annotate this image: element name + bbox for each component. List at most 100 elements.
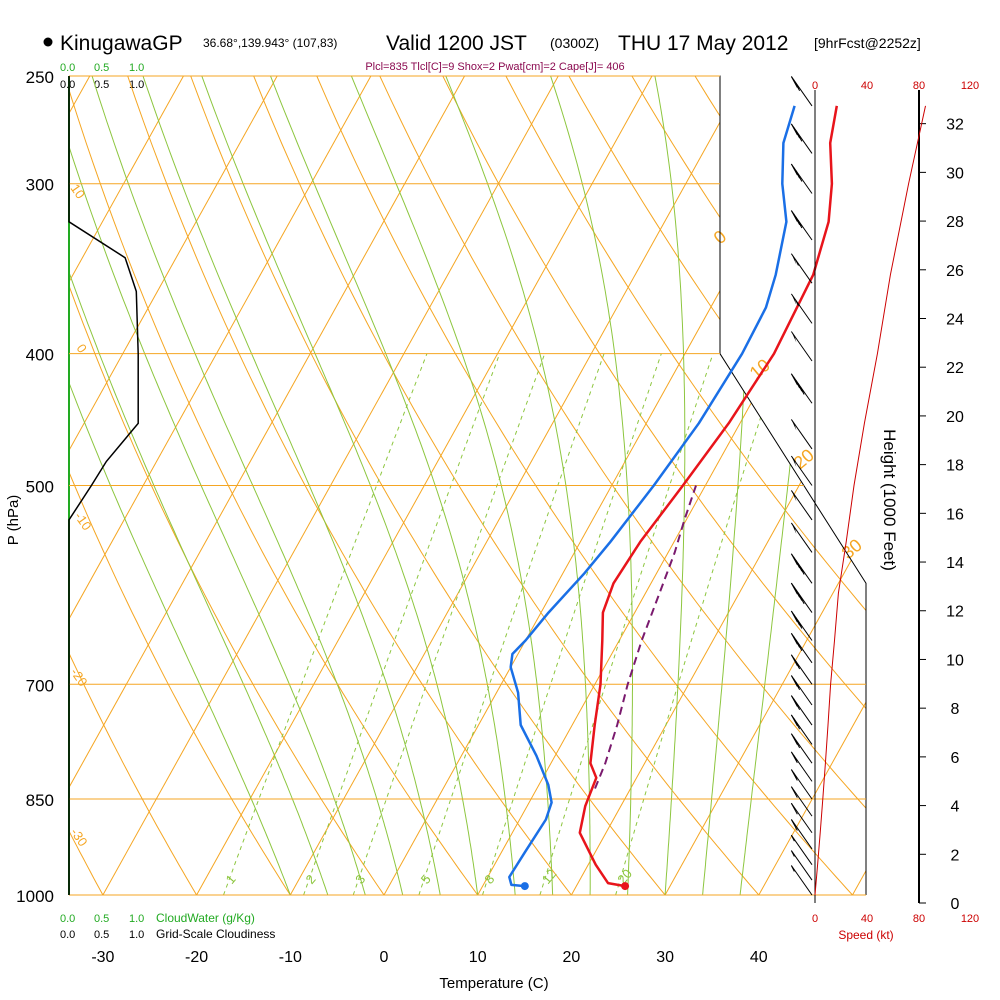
valid-utc: (0300Z)	[550, 35, 599, 51]
bottom-cloudwater-scale-1: 0.5	[94, 913, 109, 925]
height-tick-label: 14	[946, 555, 964, 572]
wind-barb-full	[790, 819, 798, 831]
wind-barb-flag	[791, 253, 797, 265]
wind-barb	[790, 751, 813, 782]
moist-adiabat-line	[91, 76, 404, 895]
speed-tick-bottom-0: 0	[812, 913, 818, 925]
wind-barb	[790, 373, 813, 404]
surface-dewpoint-marker	[520, 882, 529, 891]
isotherm-line	[852, 76, 866, 895]
temperature-tick-label: 10	[469, 949, 487, 966]
cloud-profiles	[68, 76, 139, 895]
height-tick-label: 22	[946, 360, 964, 377]
speed-tick-top-0: 0	[812, 80, 818, 92]
mixing-ratio-line	[352, 353, 546, 895]
wind-barb-staff	[790, 253, 813, 284]
dry-adiabat-label: -20	[68, 665, 91, 689]
dry-adiabat-label: 30	[838, 535, 866, 563]
dry-adiabat-line	[0, 76, 9, 895]
wind-barb-half	[795, 681, 800, 689]
dry-adiabat-line	[820, 76, 866, 895]
moist-adiabat-line	[350, 76, 554, 895]
surface-temperature-marker	[621, 882, 630, 891]
valid-date: THU 17 May 2012	[618, 32, 788, 55]
dry-adiabat-label: -10	[72, 509, 95, 533]
dry-adiabat-line	[69, 76, 291, 895]
wind-barb	[790, 695, 813, 726]
height-tick-label: 16	[946, 506, 964, 523]
height-tick-label: 12	[946, 604, 964, 621]
wind-barb	[790, 123, 813, 154]
wind-barb-full	[793, 717, 801, 730]
background-grid	[0, 76, 866, 895]
dewpoint-profile	[508, 105, 796, 888]
forecast-label: [9hrFcst@2252z]	[814, 35, 921, 51]
temperature-tick-label: -20	[185, 949, 208, 966]
wind-barb	[790, 490, 813, 521]
top-cloudwater-scale-2: 1.0	[129, 62, 144, 74]
height-tick-label: 20	[946, 409, 964, 426]
bottom-cloudwater-scale-2: 1.0	[129, 913, 144, 925]
y-axis-label: P (hPa)	[5, 495, 22, 546]
wind-barb-staff	[790, 490, 813, 521]
pressure-tick-label: 400	[26, 346, 54, 365]
height-tick-label: 2	[951, 847, 960, 864]
temperature-tick-label: 40	[750, 949, 768, 966]
wind-barb-full	[793, 736, 801, 749]
wind-barb-flag	[791, 490, 797, 502]
moist-adiabat-line	[201, 76, 479, 895]
wind-barb	[790, 802, 813, 834]
wind-barb	[790, 582, 813, 613]
wind-barb	[790, 455, 813, 486]
wind-barb	[790, 654, 813, 685]
speed-tick-bottom-80: 80	[913, 913, 925, 925]
temperature-tick-label: 20	[563, 949, 581, 966]
height-tick-label: 8	[951, 701, 960, 718]
wind-barb-half	[797, 620, 802, 627]
wind-barb-half	[795, 299, 799, 306]
moist-adiabat-line	[550, 76, 633, 895]
wind-barb	[790, 675, 813, 706]
wind-barb-half	[797, 220, 802, 227]
bottom-cloudwater-scale-0: 0.0	[60, 913, 75, 925]
wind-barb-staff	[790, 802, 813, 834]
wind-barb-full	[795, 130, 803, 142]
moist-adiabat-line	[445, 76, 591, 895]
wind-barb-staff	[790, 419, 813, 450]
wind-barb-flag	[791, 456, 797, 468]
dry-adiabat-line	[127, 76, 572, 895]
station-marker-icon	[43, 37, 53, 47]
wind-barb	[790, 293, 813, 324]
wind-barb-staff	[790, 331, 813, 362]
mixing-ratio-label: 3	[352, 872, 368, 887]
wind-barb	[790, 76, 813, 107]
wind-barb-flag	[791, 331, 797, 343]
x-axis-label: Temperature (C)	[439, 975, 548, 992]
wind-speed-profile	[814, 105, 926, 896]
wind-barb-half	[790, 850, 795, 857]
moist-adiabat-line	[69, 76, 291, 895]
wind-barb-full	[790, 803, 798, 815]
station-name: KinugawaGP	[60, 32, 183, 55]
sounding-traces	[508, 105, 839, 891]
height-tick-label: 0	[951, 896, 960, 913]
top-cloudwater-scale-0: 0.0	[60, 62, 75, 74]
wind-barb-half	[793, 772, 798, 779]
wind-barb	[790, 553, 813, 584]
station-coords: 36.68°,139.943° (107,83)	[203, 36, 337, 50]
moist-adiabat-line	[69, 76, 329, 895]
wind-barb	[790, 253, 813, 284]
dry-adiabat-label: 10	[68, 181, 89, 201]
wind-barb	[790, 419, 813, 450]
bottom-cloudiness-label: Grid-Scale Cloudiness	[156, 927, 275, 941]
moist-adiabat-line	[69, 76, 366, 895]
wind-barb	[790, 834, 813, 865]
bottom-cloudiness-scale-1: 0.5	[94, 929, 109, 941]
height-tick-label: 28	[946, 214, 964, 231]
speed-tick-bottom-40: 40	[861, 913, 873, 925]
wind-barb-full	[795, 639, 803, 652]
wind-barb	[790, 210, 813, 241]
temperature-profile	[578, 105, 839, 888]
